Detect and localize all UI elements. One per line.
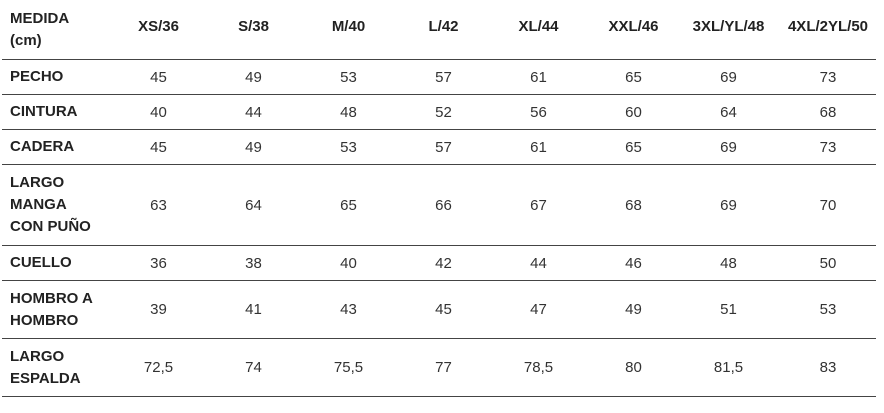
cell-value: 53 xyxy=(297,59,392,95)
cell-value: 46 xyxy=(582,245,677,281)
cell-value: 45 xyxy=(392,280,487,339)
cell-value: 49 xyxy=(202,129,297,165)
cell-value: 41 xyxy=(202,280,297,339)
row-label: PECHO xyxy=(2,59,107,95)
cell-value: 36 xyxy=(107,245,202,281)
cell-value: 83 xyxy=(772,338,876,397)
cell-value: 65 xyxy=(582,59,677,95)
cell-value: 64 xyxy=(677,94,772,130)
row-label: LARGO MANGA CON PUÑO xyxy=(2,164,107,246)
header-label: MEDIDA (cm) xyxy=(2,0,107,60)
size-header: XXL/46 xyxy=(582,0,677,60)
cell-value: 64 xyxy=(202,164,297,246)
cell-value: 80 xyxy=(582,338,677,397)
cell-value: 48 xyxy=(297,94,392,130)
cell-value: 65 xyxy=(297,164,392,246)
cell-value: 44 xyxy=(202,94,297,130)
cell-value: 73 xyxy=(772,129,876,165)
cell-value: 69 xyxy=(677,59,772,95)
cell-value: 53 xyxy=(772,280,876,339)
table-row: CUELLO 36 38 40 42 44 46 48 50 xyxy=(2,245,876,281)
cell-value: 50 xyxy=(772,245,876,281)
table-row: CINTURA 40 44 48 52 56 60 64 68 xyxy=(2,94,876,130)
cell-value: 51 xyxy=(677,280,772,339)
cell-value: 77 xyxy=(392,338,487,397)
cell-value: 69 xyxy=(677,164,772,246)
size-header: XL/44 xyxy=(487,0,582,60)
cell-value: 65 xyxy=(582,129,677,165)
cell-value: 61 xyxy=(487,59,582,95)
size-header: S/38 xyxy=(202,0,297,60)
cell-value: 74 xyxy=(202,338,297,397)
table-row: CADERA 45 49 53 57 61 65 69 73 xyxy=(2,129,876,165)
cell-value: 68 xyxy=(772,94,876,130)
row-label: CADERA xyxy=(2,129,107,165)
row-label: CINTURA xyxy=(2,94,107,130)
cell-value: 81,5 xyxy=(677,338,772,397)
cell-value: 78,5 xyxy=(487,338,582,397)
cell-value: 39 xyxy=(107,280,202,339)
cell-value: 40 xyxy=(297,245,392,281)
cell-value: 57 xyxy=(392,59,487,95)
cell-value: 40 xyxy=(107,94,202,130)
cell-value: 52 xyxy=(392,94,487,130)
cell-value: 75,5 xyxy=(297,338,392,397)
row-label: HOMBRO A HOMBRO xyxy=(2,280,107,339)
size-header: 4XL/2YL/50 xyxy=(772,0,876,60)
cell-value: 53 xyxy=(297,129,392,165)
size-header: L/42 xyxy=(392,0,487,60)
cell-value: 69 xyxy=(677,129,772,165)
cell-value: 47 xyxy=(487,280,582,339)
size-header: M/40 xyxy=(297,0,392,60)
cell-value: 57 xyxy=(392,129,487,165)
table-row: LARGO MANGA CON PUÑO 63 64 65 66 67 68 69 70 xyxy=(2,164,876,246)
table-body: PECHO 45 49 53 57 61 65 69 73 CINTURA 40 44 48 52 56 60… xyxy=(2,59,876,397)
cell-value: 72,5 xyxy=(107,338,202,397)
header-row: MEDIDA (cm) XS/36 S/38 M/40 L/42 XL/44 XXL/46 3… xyxy=(2,0,876,60)
cell-value: 42 xyxy=(392,245,487,281)
cell-value: 56 xyxy=(487,94,582,130)
cell-value: 49 xyxy=(582,280,677,339)
cell-value: 49 xyxy=(202,59,297,95)
size-header: XS/36 xyxy=(107,0,202,60)
cell-value: 63 xyxy=(107,164,202,246)
cell-value: 68 xyxy=(582,164,677,246)
size-header: 3XL/YL/48 xyxy=(677,0,772,60)
table-row: LARGO ESPALDA 72,5 74 75,5 77 78,5 80 81,5 83 xyxy=(2,338,876,397)
cell-value: 45 xyxy=(107,59,202,95)
cell-value: 48 xyxy=(677,245,772,281)
size-table: MEDIDA (cm) XS/36 S/38 M/40 L/42 XL/44 XXL/46 3… xyxy=(2,0,876,397)
cell-value: 43 xyxy=(297,280,392,339)
cell-value: 70 xyxy=(772,164,876,246)
table-row: PECHO 45 49 53 57 61 65 69 73 xyxy=(2,59,876,95)
cell-value: 60 xyxy=(582,94,677,130)
table-row: HOMBRO A HOMBRO 39 41 43 45 47 49 51 53 xyxy=(2,280,876,339)
cell-value: 73 xyxy=(772,59,876,95)
row-label: CUELLO xyxy=(2,245,107,281)
cell-value: 61 xyxy=(487,129,582,165)
cell-value: 44 xyxy=(487,245,582,281)
cell-value: 45 xyxy=(107,129,202,165)
cell-value: 38 xyxy=(202,245,297,281)
cell-value: 66 xyxy=(392,164,487,246)
table-header: MEDIDA (cm) XS/36 S/38 M/40 L/42 XL/44 XXL/46 3… xyxy=(2,0,876,60)
row-label: LARGO ESPALDA xyxy=(2,338,107,397)
cell-value: 67 xyxy=(487,164,582,246)
